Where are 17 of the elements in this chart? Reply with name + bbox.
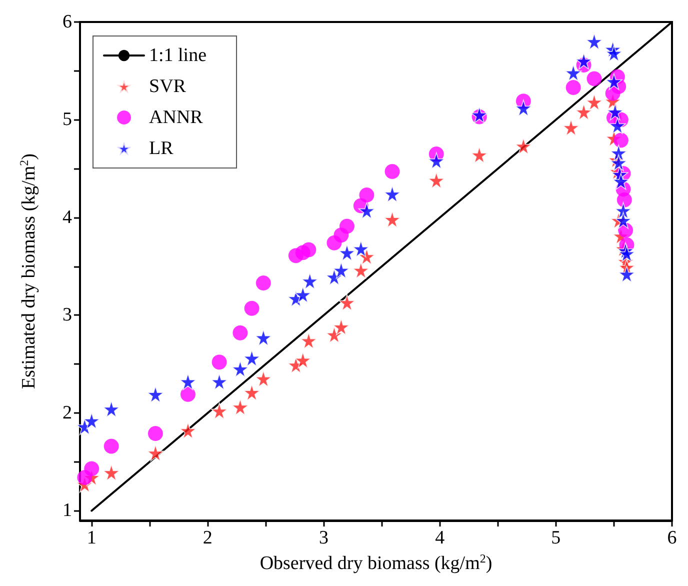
y-tick-label: 6: [62, 12, 72, 32]
x-tick-label: 1: [86, 528, 96, 548]
x-tick-label: 3: [319, 528, 329, 548]
legend-label: SVR: [149, 76, 186, 97]
legend-label: LR: [149, 138, 174, 159]
x-tick-label: 6: [667, 528, 677, 548]
y-tick-label: 5: [62, 109, 72, 130]
y-tick-label: 4: [62, 206, 72, 228]
x-tick-label: 5: [551, 528, 561, 548]
y-tick-label: 2: [62, 402, 72, 424]
legend-label: 1:1 line: [149, 45, 207, 66]
y-tick-label: 1: [62, 500, 72, 522]
x-tick-label: 4: [435, 528, 446, 548]
y-axis-title: Estimated dry biomass (kg/m2): [17, 153, 40, 390]
x-tick-label: 2: [202, 528, 212, 548]
y-tick-label: 3: [62, 304, 72, 326]
legend-label: ANNR: [149, 107, 204, 128]
